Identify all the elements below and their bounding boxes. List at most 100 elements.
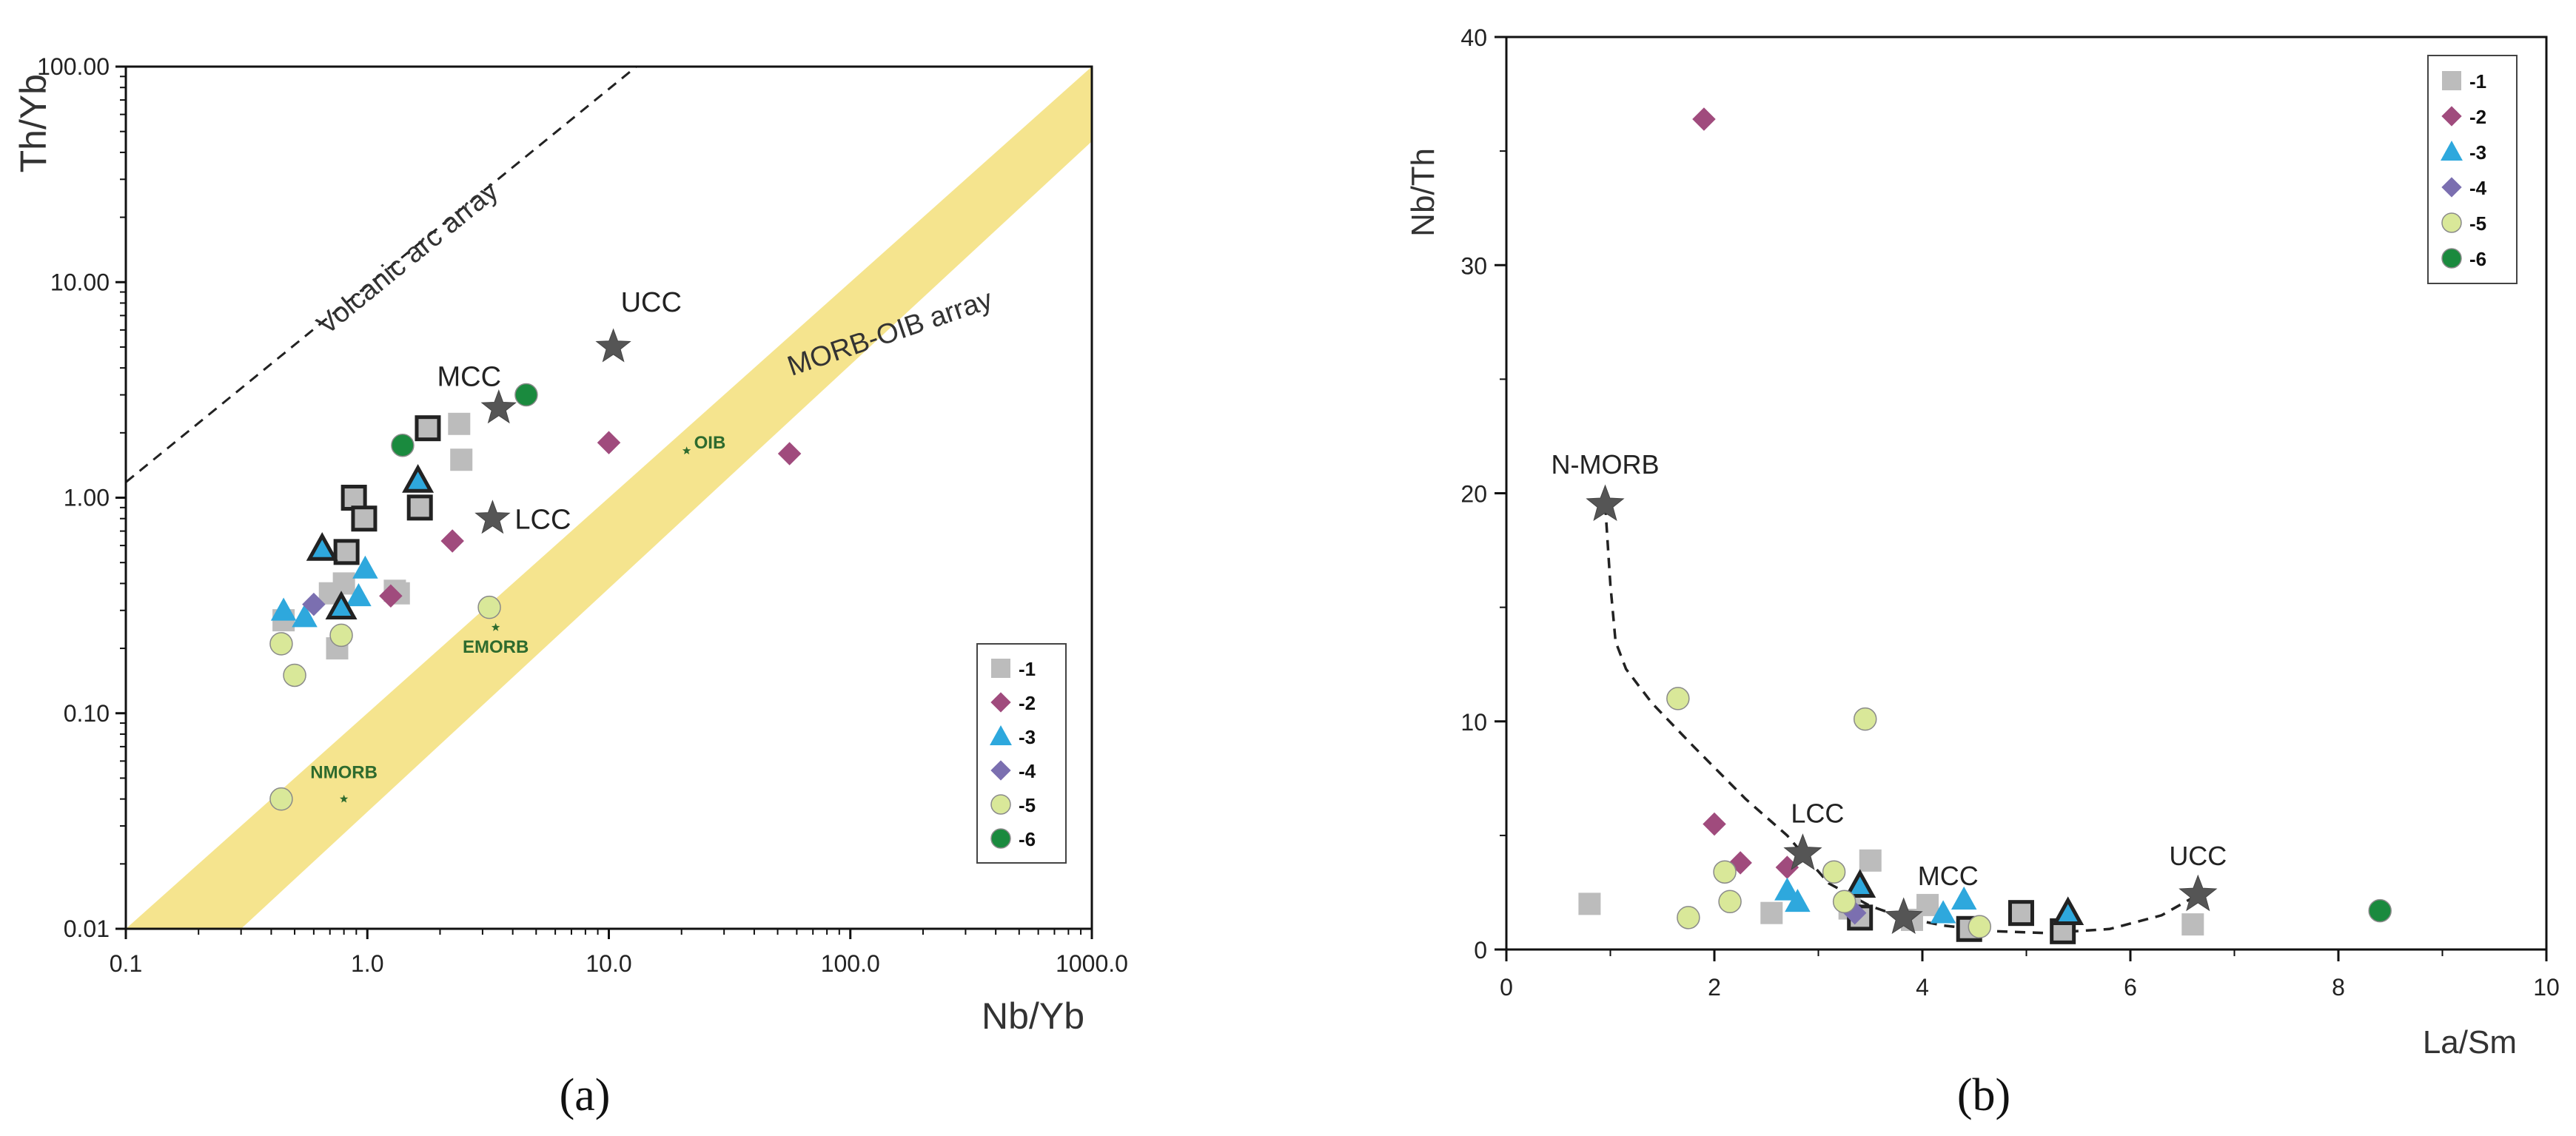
reference-star-ucc — [595, 328, 631, 363]
data-point-series-5 — [1832, 890, 1856, 914]
data-point-series-5 — [269, 632, 293, 656]
y-tick-label: 40 — [1460, 24, 1487, 51]
plot-area — [126, 67, 1092, 929]
data-point-series-1 — [2008, 900, 2034, 927]
x-tick-label: 0.1 — [110, 950, 142, 977]
y-axis-title: Th/Yb — [13, 74, 54, 172]
plot-frame — [1505, 36, 2548, 951]
y-tick-label: 1.00 — [64, 485, 110, 511]
reference-star-lcc — [474, 500, 511, 534]
data-point-series-5 — [283, 663, 306, 688]
data-point-series-6 — [2368, 898, 2392, 923]
x-axis-title: La/Sm — [2423, 1024, 2517, 1061]
legend-marker — [990, 828, 1011, 849]
legend-label: -4 — [2469, 177, 2487, 199]
data-point-series-3 — [325, 591, 358, 619]
data-point-series-2 — [1775, 856, 1799, 879]
legend-label: -3 — [1019, 726, 1036, 748]
y-tick-label: 20 — [1460, 481, 1487, 508]
legend-marker — [990, 794, 1011, 815]
reference-label-ucc: UCC — [621, 287, 682, 318]
legend-marker — [991, 659, 1010, 678]
reference-star-nmorb — [339, 794, 349, 803]
y-tick-label: 0 — [1474, 937, 1487, 964]
legend-label: -3 — [2469, 141, 2486, 164]
legend-marker — [2441, 177, 2462, 198]
volcanic-arc-array-label: Volcanic arc array — [311, 175, 504, 340]
data-point-series-1 — [1760, 901, 1783, 924]
data-point-series-5 — [329, 623, 353, 648]
data-point-series-2 — [777, 442, 802, 466]
x-tick-label: 1.0 — [351, 950, 383, 977]
x-axis-title: Nb/Yb — [982, 995, 1084, 1037]
data-point-series-2 — [1692, 107, 1716, 131]
legend-box — [2427, 55, 2518, 284]
x-tick-label: 4 — [1916, 974, 1929, 1001]
data-point-series-1 — [1578, 893, 1601, 915]
legend-label: -5 — [2469, 212, 2486, 235]
morb-oib-array-band — [126, 67, 1092, 929]
reference-label-lcc: LCC — [1791, 799, 1844, 829]
data-point-series-3 — [1785, 889, 1811, 913]
reference-label-mcc: MCC — [437, 362, 501, 393]
data-point-series-6 — [514, 383, 538, 407]
y-tick-label: 100.00 — [37, 53, 110, 80]
reference-label-mcc: MCC — [1918, 861, 1979, 891]
x-tick-label: 6 — [2124, 974, 2137, 1001]
legend-label: -5 — [1019, 794, 1036, 816]
data-point-series-5 — [1666, 687, 1690, 710]
reference-label-n-morb: N-MORB — [1551, 449, 1659, 480]
data-point-series-3 — [1844, 869, 1876, 898]
volcanic-arc-array-line — [126, 67, 637, 483]
data-point-series-1 — [2181, 913, 2204, 936]
reference-star-emorb — [491, 622, 500, 631]
legend-label: -6 — [2469, 248, 2486, 270]
legend-label: -6 — [1019, 828, 1036, 850]
data-point-series-1 — [415, 415, 441, 442]
y-tick-label: 0.10 — [64, 700, 110, 727]
reference-star-ucc — [2178, 874, 2218, 912]
y-axis-title: Nb/Th — [1405, 148, 1441, 237]
x-tick-label: 10.0 — [586, 950, 631, 977]
data-point-series-1 — [351, 505, 378, 532]
legend-label: -2 — [2469, 106, 2486, 128]
x-tick-label: 100.0 — [821, 950, 880, 977]
reference-label-oib: OIB — [694, 433, 726, 453]
data-point-series-3 — [306, 532, 338, 561]
data-point-series-5 — [1713, 860, 1737, 884]
legend-marker — [2441, 248, 2462, 269]
data-point-series-3 — [1951, 886, 1977, 910]
legend-marker — [990, 760, 1011, 781]
data-point-series-2 — [379, 584, 403, 608]
data-point-series-1 — [406, 494, 433, 521]
mixing-curve — [1603, 504, 2199, 935]
data-point-series-3 — [346, 583, 372, 607]
data-point-series-5 — [1968, 915, 1992, 938]
y-tick-label: 30 — [1460, 252, 1487, 279]
data-point-series-3 — [1774, 877, 1800, 901]
data-point-series-3 — [292, 604, 318, 628]
data-point-series-5 — [1853, 707, 1877, 731]
legend-marker — [2441, 106, 2462, 127]
legend-label: -2 — [1019, 692, 1036, 714]
legend-label: -4 — [1019, 760, 1036, 782]
x-tick-label: 10 — [2533, 974, 2560, 1001]
x-tick-label: 1000.0 — [1056, 950, 1128, 977]
y-tick-label: 10 — [1460, 709, 1487, 736]
data-point-series-2 — [440, 529, 464, 553]
panel-caption-a: (a) — [560, 1070, 611, 1120]
data-point-series-1 — [1859, 849, 1882, 872]
x-tick-label: 0 — [1500, 974, 1513, 1001]
reference-label-emorb: EMORB — [463, 637, 529, 657]
y-tick-label: 10.00 — [50, 269, 110, 295]
legend-box — [976, 643, 1067, 864]
legend-label: -1 — [2469, 70, 2486, 93]
data-point-series-3 — [2052, 896, 2084, 925]
data-point-series-6 — [391, 433, 415, 457]
reference-star-n-morb — [1586, 484, 1625, 522]
y-tick-label: 0.01 — [64, 915, 110, 942]
data-point-series-5 — [269, 787, 293, 811]
data-point-series-5 — [1718, 890, 1742, 914]
